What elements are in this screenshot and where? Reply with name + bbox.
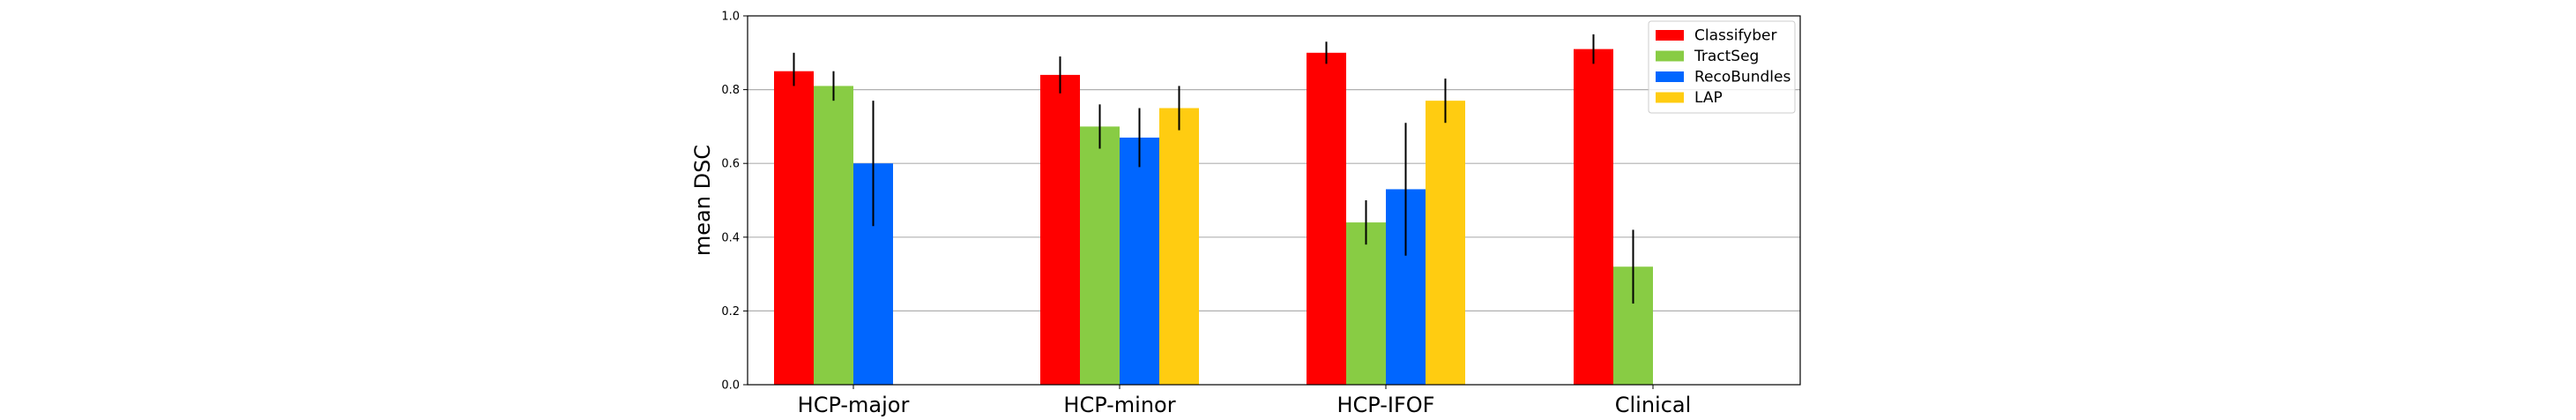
y-axis-label: mean DSC [690, 145, 715, 256]
legend-label: TractSeg [1694, 48, 1759, 65]
legend-label: Classifyber [1694, 27, 1776, 45]
plot-frame [747, 15, 1801, 386]
y-tick-label: 0.2 [721, 305, 740, 319]
legend-swatch [1656, 50, 1684, 62]
bar-lap-hcp-minor [1159, 108, 1199, 385]
x-tick-label: Clinical [1615, 393, 1692, 417]
bars [774, 49, 1653, 386]
bar-tractseg-hcp-ifof [1346, 222, 1386, 385]
bar-classifyber-hcp-major [774, 71, 814, 385]
bar-classifyber-hcp-ifof [1307, 52, 1346, 386]
x-tick-label: HCP-major [798, 393, 910, 417]
bar-recobundles-hcp-minor [1120, 137, 1159, 385]
legend-label: LAP [1694, 89, 1723, 107]
bar-classifyber-clinical [1574, 49, 1613, 386]
x-tick-label: HCP-IFOF [1337, 393, 1435, 417]
y-tick-label: 0.8 [721, 84, 740, 97]
bar-classifyber-hcp-minor [1040, 74, 1080, 385]
y-tick-label: 1.0 [721, 11, 740, 24]
x-axis-ticks: HCP-major HCP-minor HCP-IFOF Clinical [798, 385, 1692, 417]
y-tick-label: 0.6 [721, 158, 740, 171]
bar-tractseg-hcp-major [814, 86, 853, 386]
error-bars [793, 34, 1634, 304]
bar-lap-hcp-ifof [1426, 101, 1465, 385]
legend-box [1648, 20, 1796, 114]
legend-swatch [1656, 30, 1684, 41]
x-tick-label: HCP-minor [1063, 393, 1175, 417]
y-tick-label: 0.0 [721, 379, 740, 393]
legend: Classifyber TractSeg RecoBundles LAP [1648, 20, 1796, 114]
legend-swatch [1656, 71, 1684, 82]
legend-label: RecoBundles [1694, 69, 1791, 86]
bar-tractseg-hcp-minor [1080, 126, 1120, 385]
y-axis-ticks: 0.0 0.2 0.4 0.6 0.8 1.0 [721, 11, 748, 393]
y-tick-label: 0.4 [721, 231, 740, 244]
legend-swatch [1656, 92, 1684, 103]
